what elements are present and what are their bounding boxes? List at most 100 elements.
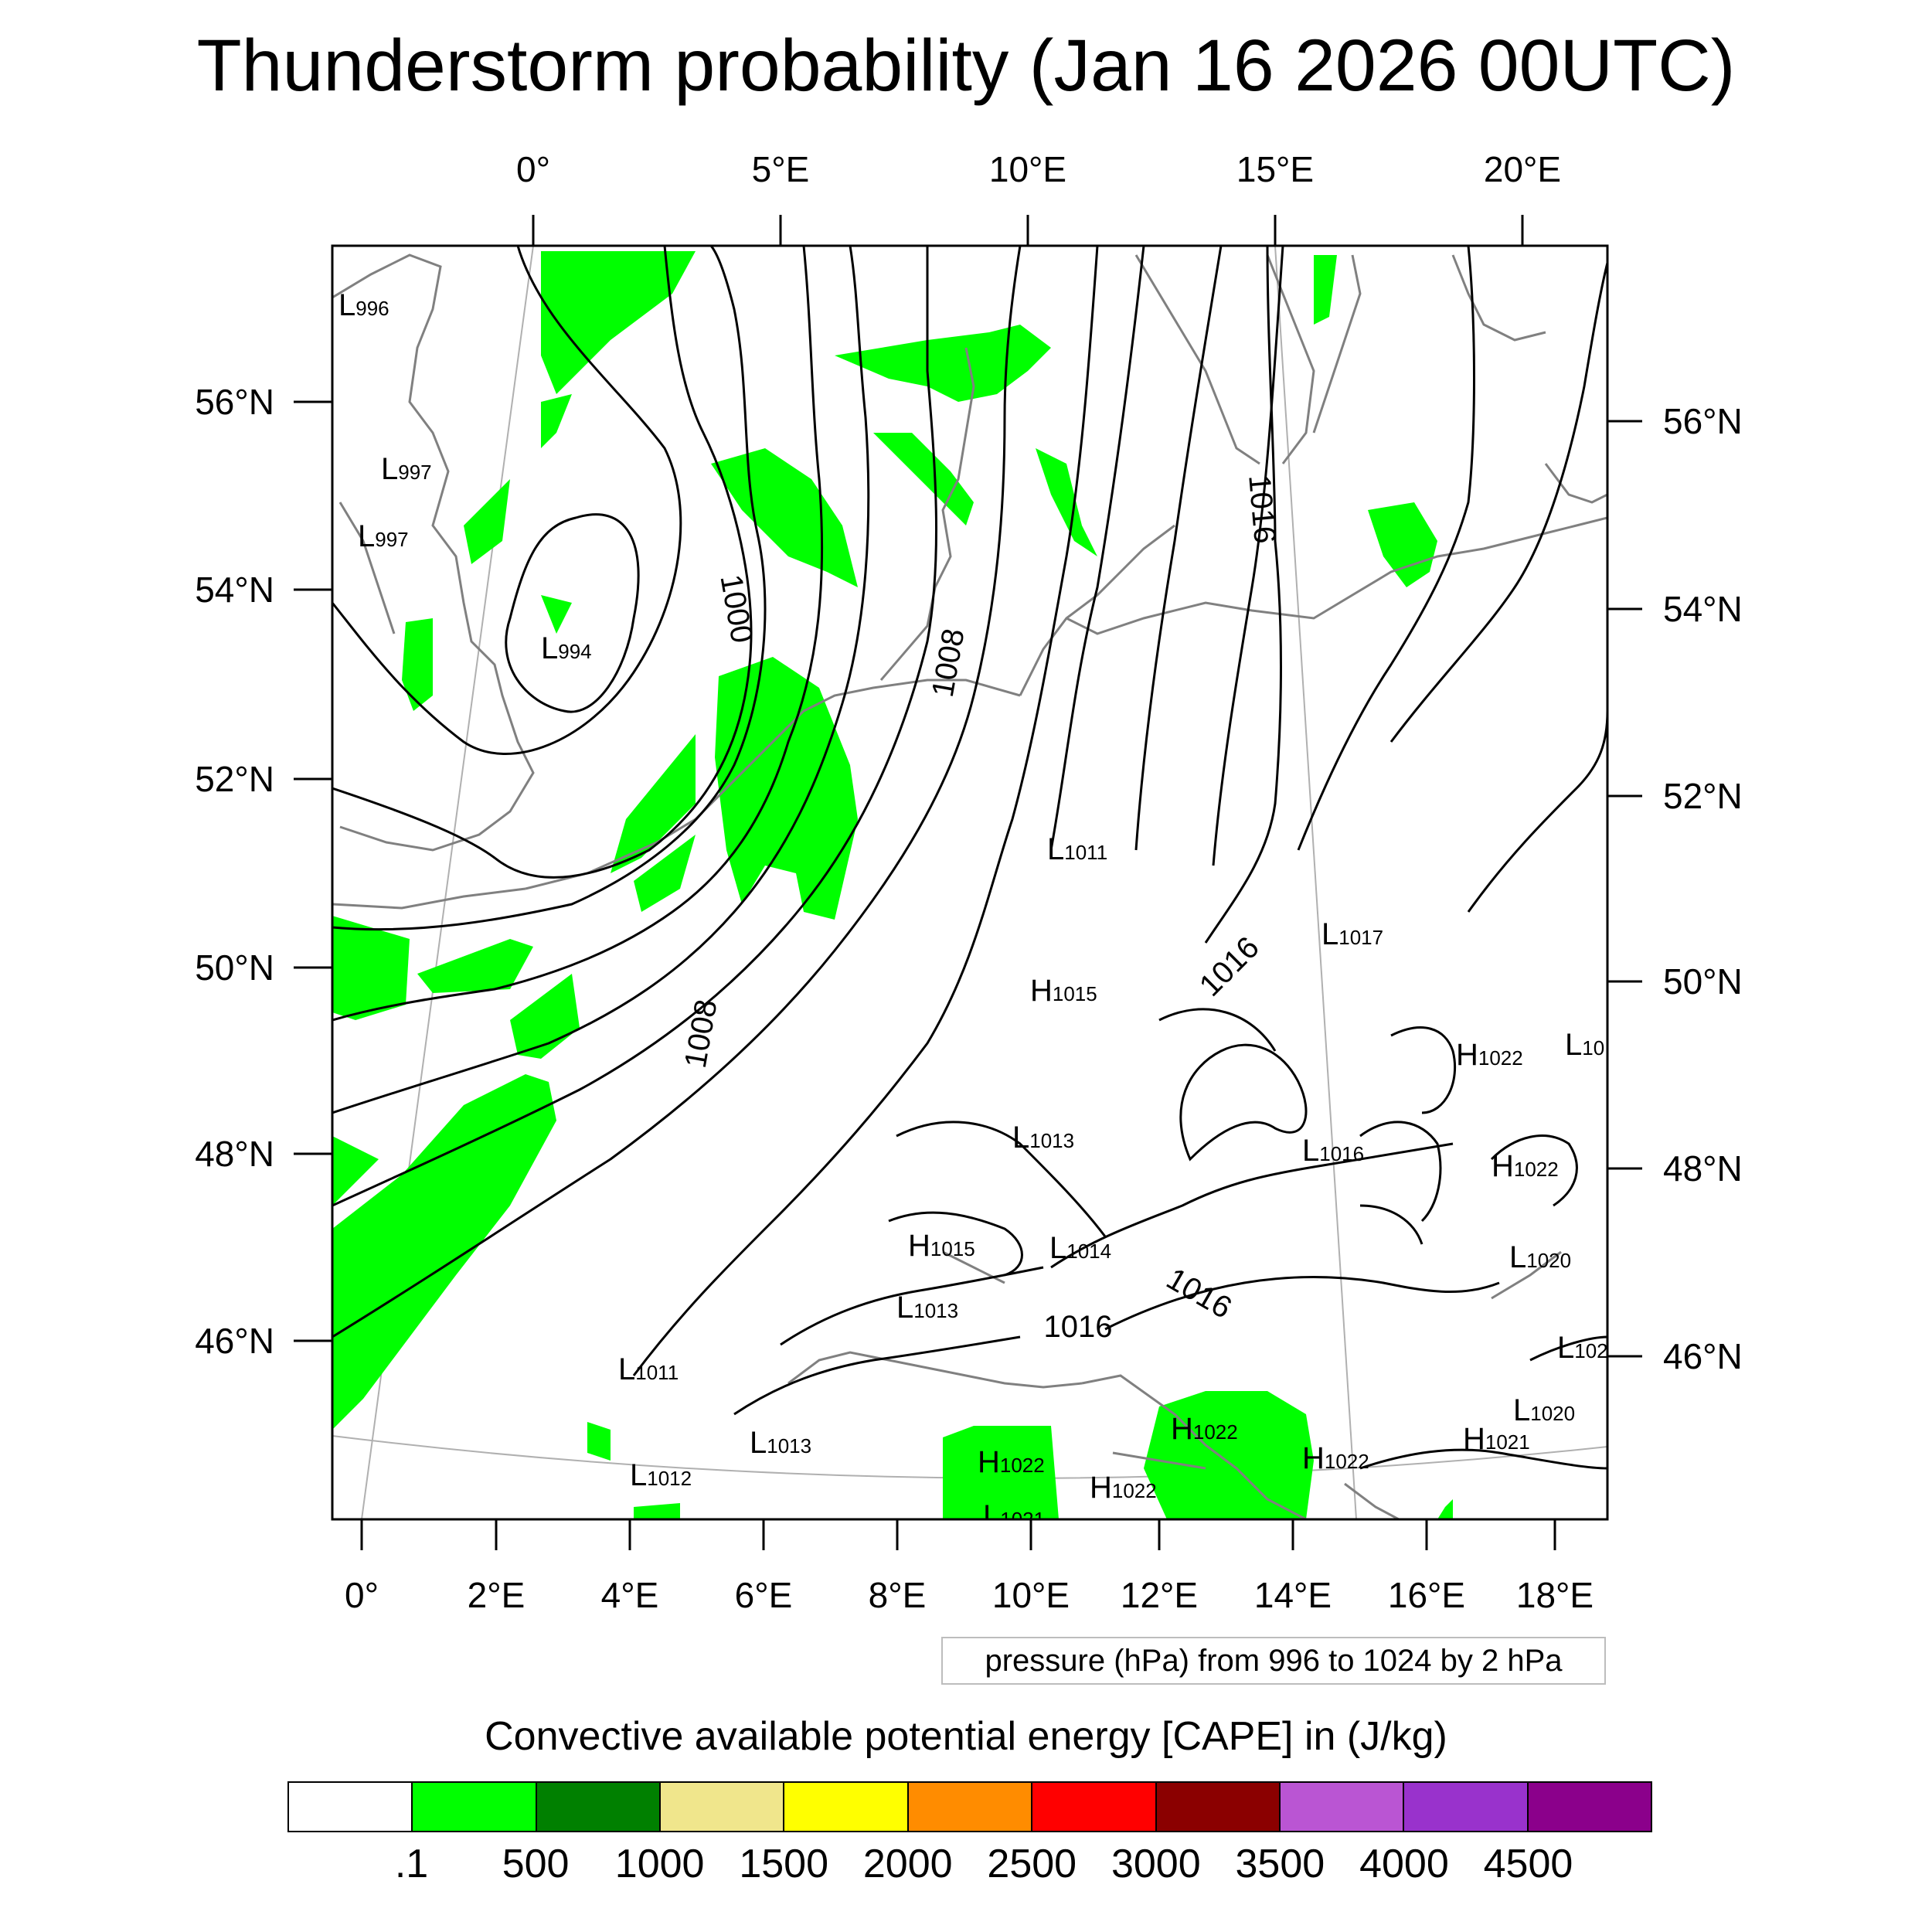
isobar-label: 1016 [1044,1310,1113,1344]
isobar-label: 1008 [679,997,724,1070]
isobar-labels: 1000 1008 1008 1016 1016 1016 1016 [679,474,1282,1344]
colorbar-swatch [413,1783,537,1831]
pressure-center: L102 [1557,1331,1608,1365]
isobar-label: 1016 [1161,1261,1237,1325]
right-ticks [1607,420,1642,1358]
pressure-center: H1022 [1302,1441,1369,1475]
pressure-center: L1021 [983,1499,1045,1533]
pressure-center: L1013 [896,1291,958,1325]
pressure-contour-note: pressure (hPa) from 996 to 1024 by 2 hPa [941,1637,1606,1685]
map-content [332,246,1607,1519]
isobar-label: 1016 [1242,474,1282,545]
pressure-center: L1020 [1513,1393,1575,1427]
right-lat-labels: 56°N 54°N 52°N 50°N 48°N 46°N [1663,401,1743,1376]
top-lon-label: 0° [516,149,550,189]
colorbar-swatch [1032,1783,1157,1831]
colorbar-swatch [1280,1783,1405,1831]
pressure-center: H1022 [1456,1038,1523,1072]
bottom-lon-label: 12°E [1121,1575,1198,1615]
isobar-label: 1016 [1193,930,1266,1003]
colorbar-label: 1000 [614,1842,705,1886]
right-lat-label: 48°N [1663,1148,1743,1189]
pressure-center: L997 [381,452,432,486]
bottom-lon-label: 10°E [992,1575,1070,1615]
top-lon-label: 20°E [1484,149,1561,189]
pressure-center: L1014 [1049,1231,1111,1265]
top-ticks [532,215,1524,246]
top-lon-label: 15°E [1236,149,1314,189]
colorbar-label: .1 [394,1842,429,1886]
colorbar-label: 4500 [1483,1842,1573,1886]
pressure-centers: L996 L997 L997 L994 L1011 L1017 H1015 H1… [338,288,1608,1533]
colorbar-label: 2000 [862,1842,953,1886]
colorbar-swatch [1404,1783,1529,1831]
pressure-center: H1021 [1463,1422,1530,1456]
colorbar-label: 4000 [1359,1842,1449,1886]
isobar-label: 1008 [926,626,971,699]
plot-frame [331,244,1609,1521]
pressure-center: L994 [541,631,592,665]
pressure-center: L1013 [1012,1121,1074,1155]
pressure-center: L1013 [750,1426,811,1460]
bottom-lon-label: 16°E [1388,1575,1465,1615]
left-lat-label: 50°N [195,947,274,988]
top-lon-label: 10°E [989,149,1066,189]
pressure-center: L1011 [618,1352,679,1386]
right-lat-label: 54°N [1663,589,1743,629]
pressure-center: L1017 [1321,917,1383,951]
top-lon-label: 5°E [752,149,810,189]
meridian-15e [1274,246,1357,1519]
pressure-center: L10 [1565,1028,1604,1062]
pressure-center: H1015 [908,1229,975,1263]
left-ticks [294,400,332,1342]
right-lat-label: 50°N [1663,961,1743,1002]
colorbar-label: 3000 [1111,1842,1201,1886]
isobar-label: 1000 [713,572,759,645]
pressure-center: L1020 [1509,1240,1571,1274]
colorbar-swatch [784,1783,909,1831]
pressure-center: H1022 [978,1445,1045,1479]
chart-title: Thunderstorm probability (Jan 16 2026 00… [196,25,1736,107]
colorbar-swatch [1156,1783,1281,1831]
colorbar-swatch [908,1783,1033,1831]
left-lat-label: 56°N [195,382,274,422]
bottom-lon-labels: 0° 2°E 4°E 6°E 8°E 10°E 12°E 14°E 16°E 1… [345,1575,1594,1615]
colorbar-swatch [1528,1783,1651,1831]
left-lat-label: 48°N [195,1134,274,1174]
top-lon-labels: 0° 5°E 10°E 15°E 20°E [516,149,1561,189]
pressure-center: H1022 [1090,1471,1157,1505]
colorbar-swatch [289,1783,413,1831]
bottom-lon-label: 8°E [869,1575,927,1615]
bottom-lon-label: 18°E [1516,1575,1594,1615]
graticule [332,246,1607,1519]
pressure-center: H1015 [1030,974,1097,1008]
left-lat-label: 46°N [195,1321,274,1361]
colorbar-label: 500 [502,1842,570,1886]
pressure-center: L1016 [1302,1134,1364,1168]
colorbar-label: 2500 [987,1842,1077,1886]
pressure-center: H1022 [1171,1412,1238,1446]
colorbar-swatch [536,1783,662,1831]
pressure-center: H1022 [1492,1149,1559,1183]
left-lat-labels: 56°N 54°N 52°N 50°N 48°N 46°N [195,382,274,1361]
colorbar-title: Convective available potential energy [C… [485,1714,1447,1759]
bottom-ticks [360,1519,1556,1550]
isobars [332,246,1607,1470]
bottom-lon-label: 14°E [1254,1575,1332,1615]
bottom-lon-label: 2°E [468,1575,526,1615]
bottom-lon-label: 4°E [601,1575,659,1615]
left-lat-label: 52°N [195,759,274,799]
pressure-center: L1012 [630,1458,692,1492]
right-lat-label: 52°N [1663,776,1743,816]
pressure-center: L997 [358,519,409,553]
pressure-center: L996 [338,288,389,322]
right-lat-label: 56°N [1663,401,1743,441]
colorbar-swatch [661,1783,785,1831]
left-lat-label: 54°N [195,570,274,610]
coastlines [332,253,1607,1519]
colorbar-label: 3500 [1235,1842,1325,1886]
cape-fill-areas [332,251,1453,1519]
bottom-lon-label: 6°E [735,1575,793,1615]
right-lat-label: 46°N [1663,1336,1743,1376]
